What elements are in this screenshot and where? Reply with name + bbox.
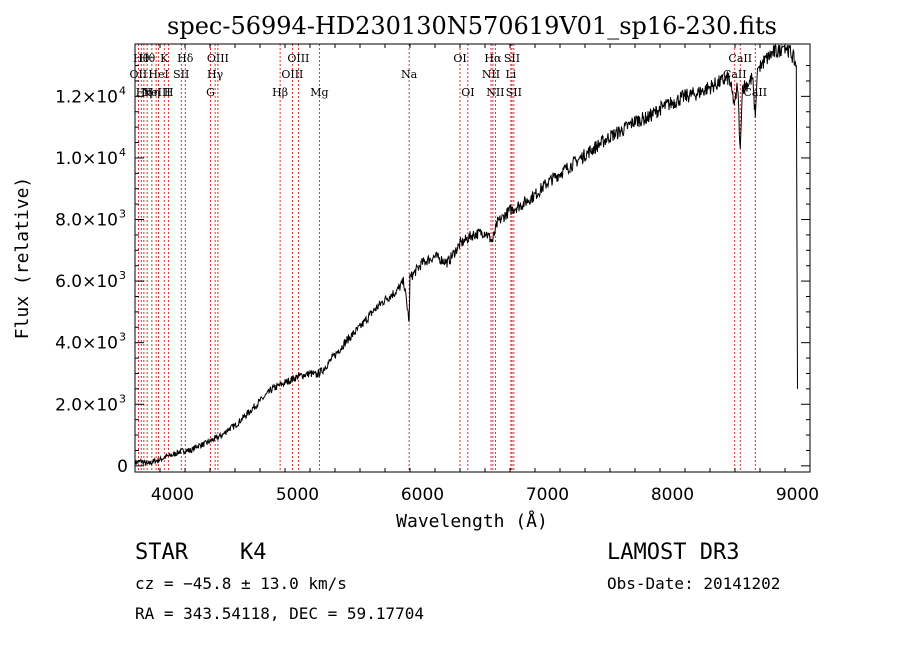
plot-frame xyxy=(134,43,811,473)
spectral-line-label: OI xyxy=(461,86,474,99)
survey-name: LAMOST DR3 xyxy=(607,540,740,565)
y-tick-exponent: 3 xyxy=(119,392,126,405)
object-class: STAR xyxy=(135,540,188,565)
spectral-line-label: CaII xyxy=(728,52,752,65)
y-tick-exponent: 4 xyxy=(119,146,126,159)
spectrum-series xyxy=(134,43,798,466)
spectral-line-label: NII xyxy=(486,86,504,99)
spectral-line-label: Hβ xyxy=(272,86,288,99)
spectral-line-label: OIII xyxy=(207,52,229,65)
spectral-line-label: Hη xyxy=(136,86,152,99)
spectral-line-label: Mg xyxy=(310,86,328,99)
spectral-line-label: Hδ xyxy=(177,52,194,65)
spectral-line-markers xyxy=(137,44,756,472)
spectral-line-label: CaII xyxy=(743,86,767,99)
y-tick-exponent: 3 xyxy=(119,208,126,221)
y-tick-label: 2.0×10 xyxy=(55,395,118,415)
spectral-line-label: Hθ xyxy=(139,52,156,65)
spectral-line-label: G xyxy=(206,86,215,99)
y-tick-mantissa: 6.0×10 xyxy=(55,272,118,292)
spectral-line-label: NeIII xyxy=(142,86,171,99)
spectral-line-label: OI xyxy=(453,52,466,65)
spectral-line-label: SII xyxy=(504,52,520,65)
spectral-line-label: OIII xyxy=(287,52,309,65)
spectral-line-label: NII xyxy=(482,68,500,81)
spectral-line-label: SII xyxy=(173,68,189,81)
y-tick-label: 0 xyxy=(117,457,128,477)
y-tick-mantissa: 1.2×10 xyxy=(55,87,118,107)
y-tick-mantissa: 1.0×10 xyxy=(55,149,118,169)
y-tick-mantissa: 2.0×10 xyxy=(55,395,118,415)
y-tick-label: 1.2×10 xyxy=(55,87,118,107)
x-tick-label: 7000 xyxy=(526,485,569,505)
y-axis-label: Flux (relative) xyxy=(12,177,33,340)
x-tick-label: 8000 xyxy=(651,485,694,505)
x-tick-label: 4000 xyxy=(151,485,194,505)
y-tick-exponent: 4 xyxy=(119,84,126,97)
y-tick-label: 4.0×10 xyxy=(55,334,118,354)
object-subclass: K4 xyxy=(240,540,267,565)
ra-dec-coordinates: RA = 343.54118, DEC = 59.17704 xyxy=(135,604,424,623)
y-tick-mantissa: 8.0×10 xyxy=(55,211,118,231)
y-tick-label: 8.0×10 xyxy=(55,211,118,231)
y-tick-mantissa: 0 xyxy=(117,457,128,477)
x-axis-label: Wavelength (Å) xyxy=(396,510,548,532)
spectral-line-label: Hα xyxy=(484,52,502,65)
spectrum-chart: spec-56994-HD230130N570619V01_sp16-230.f… xyxy=(12,12,819,532)
observation-date: Obs-Date: 20141202 xyxy=(607,574,781,593)
y-tick-exponent: 3 xyxy=(119,269,126,282)
x-tick-label: 9000 xyxy=(776,485,819,505)
spectral-line-label: Hθ xyxy=(133,52,150,65)
spectral-line-label: Hγ xyxy=(207,68,224,81)
spectrum-line xyxy=(134,43,798,466)
redshift-velocity: cz = −45.8 ± 13.0 km/s xyxy=(135,574,347,593)
spectral-line-label: H xyxy=(164,86,174,99)
spectral-line-label: Li xyxy=(505,68,516,81)
x-tick-label: 6000 xyxy=(401,485,444,505)
x-tick-label: 5000 xyxy=(276,485,319,505)
spectral-line-label: K xyxy=(160,52,169,65)
chart-title: spec-56994-HD230130N570619V01_sp16-230.f… xyxy=(167,12,777,40)
y-tick-exponent: 3 xyxy=(119,331,126,344)
spectral-line-label: SII xyxy=(506,86,522,99)
spectral-line-label: Hη xyxy=(144,86,160,99)
spectral-line-label: HeI xyxy=(148,68,168,81)
spectral-line-label: OII xyxy=(130,68,148,81)
y-tick-label: 6.0×10 xyxy=(55,272,118,292)
spectral-line-label: OIII xyxy=(281,68,303,81)
y-tick-mantissa: 4.0×10 xyxy=(55,334,118,354)
spectral-line-label: Na xyxy=(401,68,418,81)
y-tick-label: 1.0×10 xyxy=(55,149,118,169)
